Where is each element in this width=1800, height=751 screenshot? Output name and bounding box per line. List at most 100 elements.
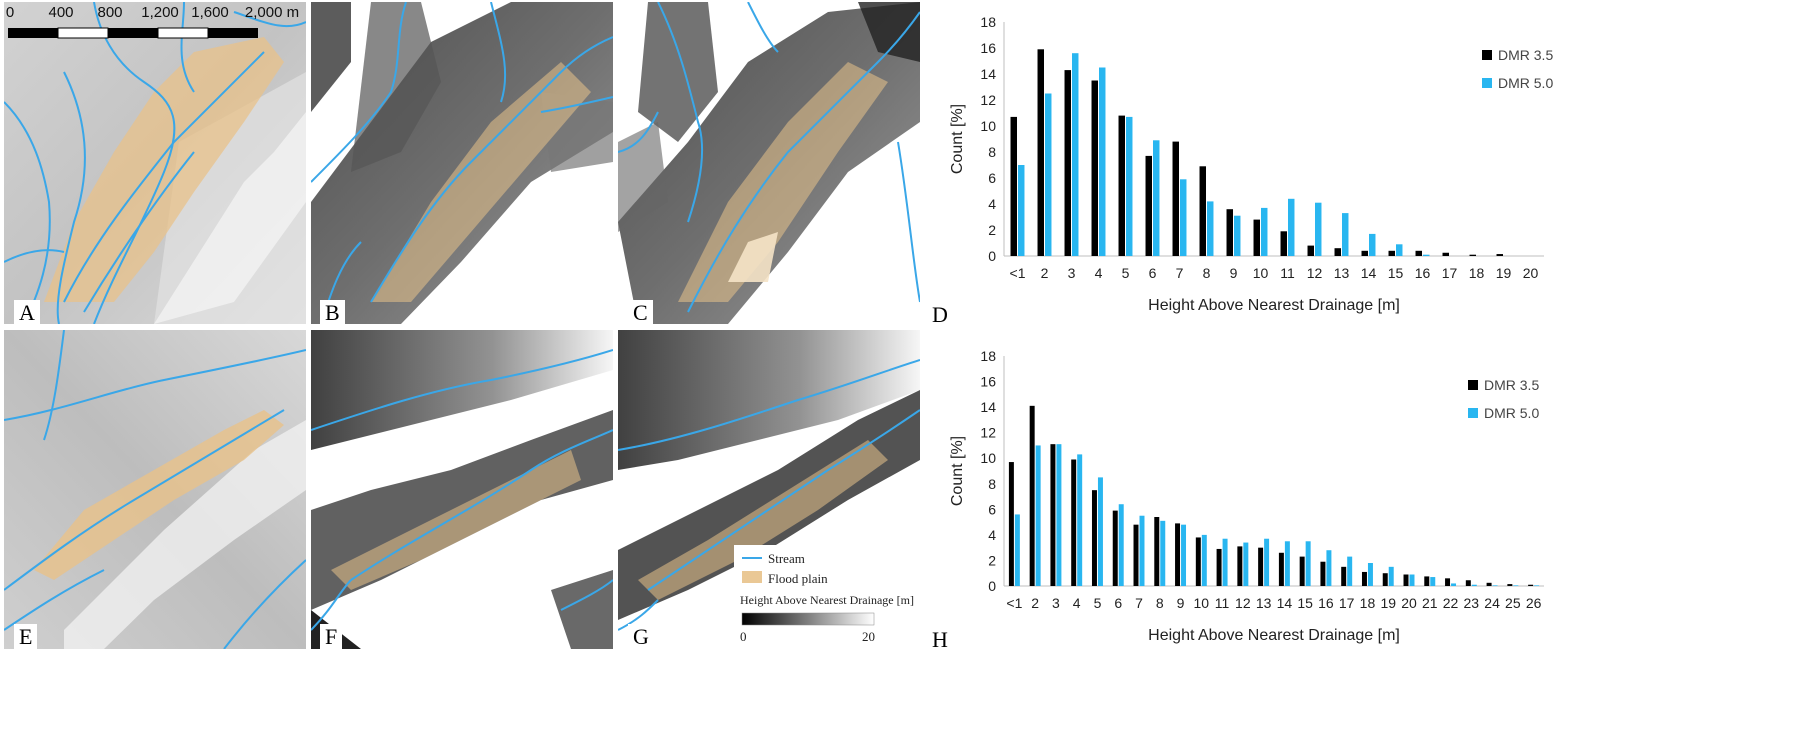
y-tick-label: 16	[980, 40, 996, 56]
x-tick-label: 15	[1297, 595, 1313, 611]
x-tick-label: 15	[1388, 265, 1404, 281]
scale-bar	[8, 27, 258, 39]
legend-swatch-dmr50	[1468, 408, 1478, 418]
x-tick-label: 19	[1380, 595, 1396, 611]
bar-dmr50	[1181, 524, 1187, 586]
hillshade-map-a	[4, 2, 306, 324]
x-tick-label: 20	[1401, 595, 1417, 611]
bar-dmr35	[1388, 250, 1395, 256]
x-tick-label: 5	[1094, 595, 1102, 611]
x-tick-label: 25	[1505, 595, 1521, 611]
x-tick-label: <1	[1006, 595, 1022, 611]
bar-dmr50	[1513, 585, 1519, 586]
map-panel-c	[618, 2, 920, 324]
hand-map-c	[618, 2, 920, 324]
x-tick-label: 17	[1339, 595, 1355, 611]
bar-dmr50	[1423, 254, 1430, 256]
panel-label-h: H	[932, 627, 948, 652]
y-tick-label: 14	[980, 66, 996, 82]
x-tick-label: 11	[1280, 265, 1295, 281]
bar-dmr50	[1284, 541, 1290, 586]
bar-dmr35	[1528, 584, 1534, 586]
x-tick-label: 7	[1135, 595, 1143, 611]
bar-dmr35	[1037, 49, 1044, 256]
bar-dmr50	[1261, 207, 1268, 256]
x-tick-label: 9	[1230, 265, 1238, 281]
legend-label-dmr50: DMR 5.0	[1498, 75, 1553, 91]
bar-dmr35	[1486, 582, 1492, 586]
y-tick-label: 4	[988, 527, 996, 543]
bar-dmr35	[1237, 546, 1243, 586]
x-tick-label: 16	[1415, 265, 1431, 281]
y-tick-label: 10	[980, 450, 996, 466]
height-ramp-max: 20	[862, 629, 875, 644]
x-tick-label: 16	[1318, 595, 1334, 611]
bar-dmr35	[1361, 250, 1368, 256]
x-tick-label: 9	[1177, 595, 1185, 611]
bar-dmr35	[1133, 524, 1139, 586]
bar-dmr50	[1315, 202, 1322, 256]
legend-swatch-dmr35	[1468, 380, 1478, 390]
x-tick-label: 12	[1235, 595, 1251, 611]
bar-dmr50	[1077, 454, 1083, 586]
map-panel-g	[618, 330, 920, 649]
hand-map-f	[311, 330, 613, 649]
x-tick-label: 24	[1484, 595, 1500, 611]
scale-label: 1,600	[191, 4, 229, 21]
x-tick-label: 21	[1422, 595, 1438, 611]
x-tick-label: 18	[1360, 595, 1376, 611]
bar-dmr35	[1496, 254, 1503, 256]
x-tick-label: 8	[1156, 595, 1164, 611]
bar-dmr50	[1288, 198, 1295, 256]
x-tick-label: <1	[1010, 265, 1026, 281]
x-tick-label: 10	[1253, 265, 1269, 281]
panel-label-a: A	[14, 300, 40, 325]
x-tick-label: 11	[1215, 595, 1230, 611]
y-tick-label: 10	[980, 118, 996, 134]
map-panel-f	[311, 330, 613, 649]
bar-dmr35	[1299, 556, 1305, 586]
scale-label: 400	[48, 4, 74, 21]
x-tick-label: 2	[1041, 265, 1049, 281]
y-axis-label: Count [%]	[949, 104, 966, 174]
flood-plain-f	[331, 450, 581, 590]
bar-dmr50	[1534, 585, 1540, 586]
bar-dmr50	[1097, 477, 1103, 586]
height-ramp-bar	[741, 612, 875, 626]
bar-dmr50	[1451, 583, 1457, 586]
x-tick-label: 22	[1443, 595, 1459, 611]
bar-dmr35	[1320, 561, 1326, 586]
y-tick-label: 18	[980, 348, 996, 364]
bar-dmr50	[1099, 67, 1106, 256]
bar-dmr35	[1145, 155, 1152, 256]
bar-dmr50	[1492, 585, 1498, 586]
y-tick-label: 6	[988, 170, 996, 186]
y-tick-label: 4	[988, 196, 996, 212]
bar-dmr35	[1442, 252, 1449, 256]
x-tick-label: 14	[1277, 595, 1293, 611]
streams-a	[4, 2, 306, 324]
x-tick-label: 2	[1031, 595, 1039, 611]
bar-dmr50	[1409, 574, 1415, 586]
map-legend-symbols	[741, 557, 875, 626]
x-tick-label: 7	[1176, 265, 1184, 281]
scale-labels: 0 400 800 1,200 1,600 2,000 m	[6, 4, 346, 24]
bar-dmr50	[1160, 520, 1166, 586]
bar-dmr50	[1342, 213, 1349, 256]
bar-dmr50	[1347, 556, 1353, 586]
panel-label-g: G	[628, 624, 654, 649]
flood-plain-b	[371, 62, 591, 302]
bar-dmr35	[1507, 584, 1513, 586]
legend-label-dmr50: DMR 5.0	[1484, 405, 1539, 421]
bar-dmr35	[1199, 166, 1206, 256]
x-tick-label: 3	[1068, 265, 1076, 281]
y-axis-label: Count [%]	[949, 436, 966, 506]
bar-dmr50	[1153, 140, 1160, 256]
hand-map-g	[618, 330, 920, 649]
bar-dmr35	[1382, 573, 1388, 586]
map-panel-b	[311, 2, 613, 324]
bar-dmr35	[1029, 405, 1035, 586]
bar-dmr35	[1091, 80, 1098, 256]
legend-label-dmr35: DMR 3.5	[1498, 47, 1553, 63]
